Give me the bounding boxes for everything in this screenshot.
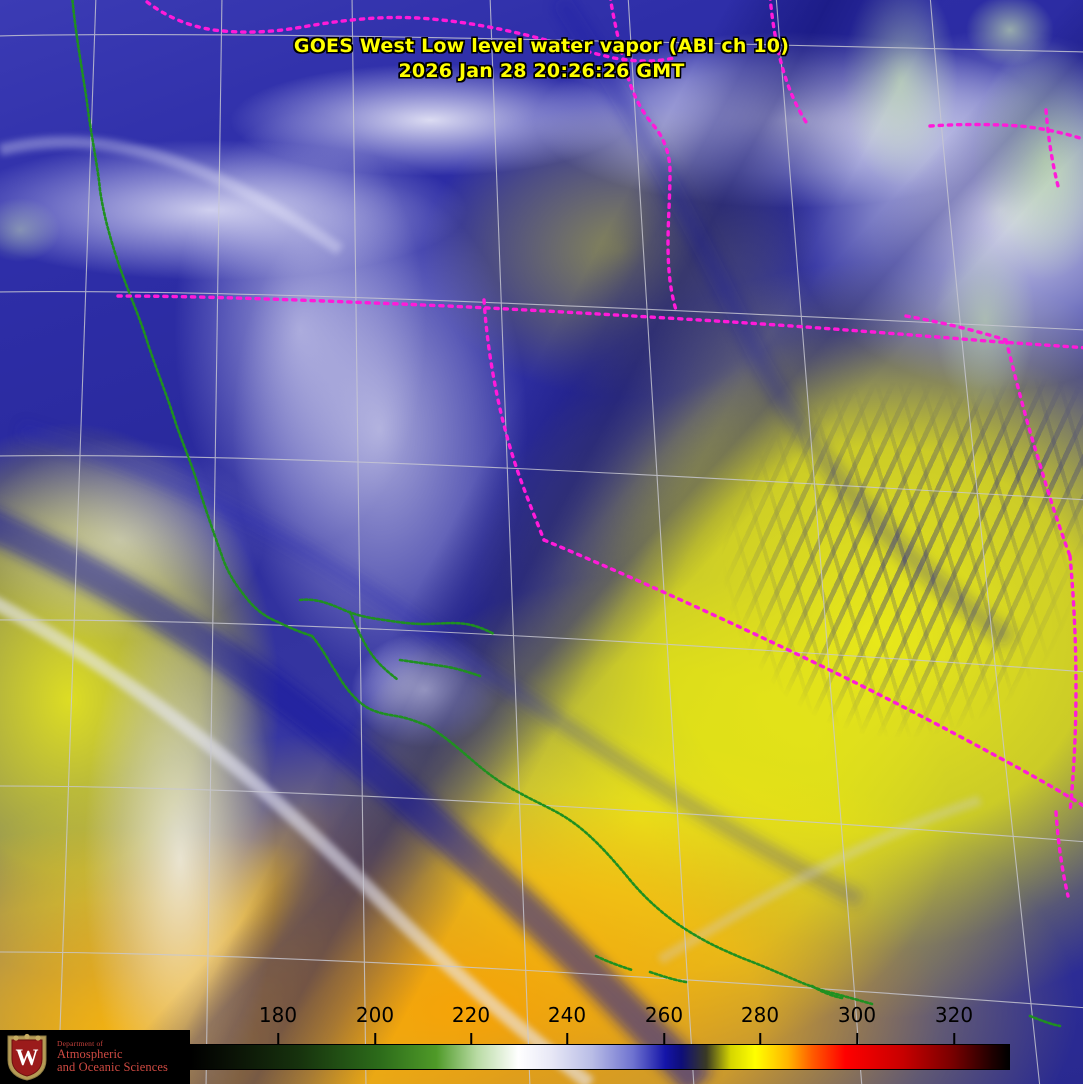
logo-name-line-2: and Oceanic Sciences bbox=[57, 1059, 168, 1074]
logo-department-label: Department of bbox=[57, 1039, 104, 1049]
coastline-outline bbox=[71, 0, 1062, 1028]
logo-name-line-1: Atmospheric bbox=[57, 1047, 123, 1062]
moisture-filaments bbox=[0, 0, 1016, 1084]
svg-text:W: W bbox=[16, 1045, 39, 1070]
political-border-lines bbox=[116, 0, 1083, 898]
uw-crest-icon: W bbox=[7, 1033, 47, 1081]
logo-text-block: Department of Atmospheric and Oceanic Sc… bbox=[57, 1040, 168, 1073]
uw-madison-aos-logo[interactable]: W Department of Atmospheric and Oceanic … bbox=[0, 1030, 190, 1084]
